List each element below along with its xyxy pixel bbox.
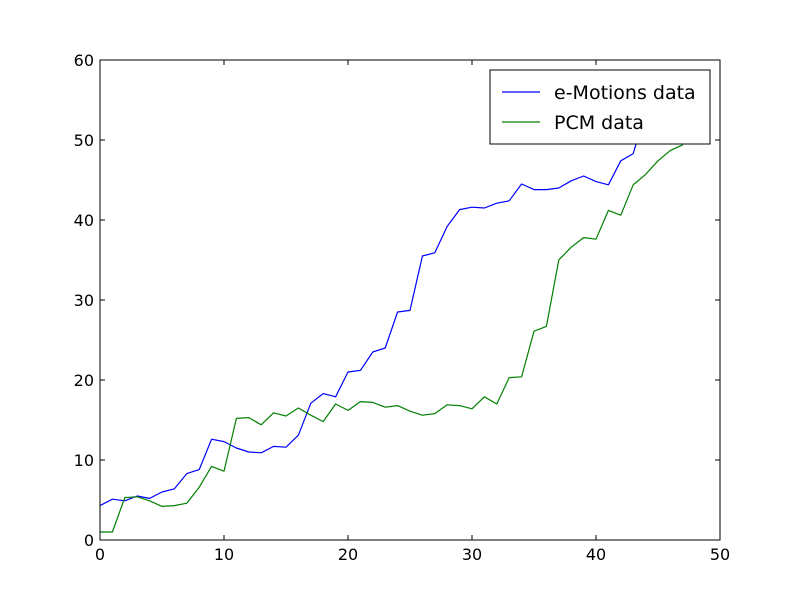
y-tick-label: 0 [84,531,94,550]
y-tick-label: 10 [74,451,94,470]
y-tick-label: 20 [74,371,94,390]
y-tick-label: 50 [74,131,94,150]
x-tick-label: 40 [586,545,606,564]
x-tick-label: 10 [214,545,234,564]
legend-label-2: PCM data [554,112,644,134]
x-tick-label: 50 [710,545,730,564]
legend-label-1: e-Motions data [554,82,696,104]
x-tick-label: 0 [95,545,105,564]
x-tick-label: 30 [462,545,482,564]
y-tick-label: 40 [74,211,94,230]
legend: e-Motions data PCM data [489,69,711,145]
y-tick-label: 60 [74,51,94,70]
axis-ticks: 0 10 20 30 40 50 0 10 20 30 40 50 60 [74,51,731,564]
series-line-2 [100,144,684,533]
series-line-1 [100,111,647,507]
y-tick-label: 30 [74,291,94,310]
series-layer [100,111,684,533]
legend-box [489,69,711,145]
x-tick-label: 20 [338,545,358,564]
